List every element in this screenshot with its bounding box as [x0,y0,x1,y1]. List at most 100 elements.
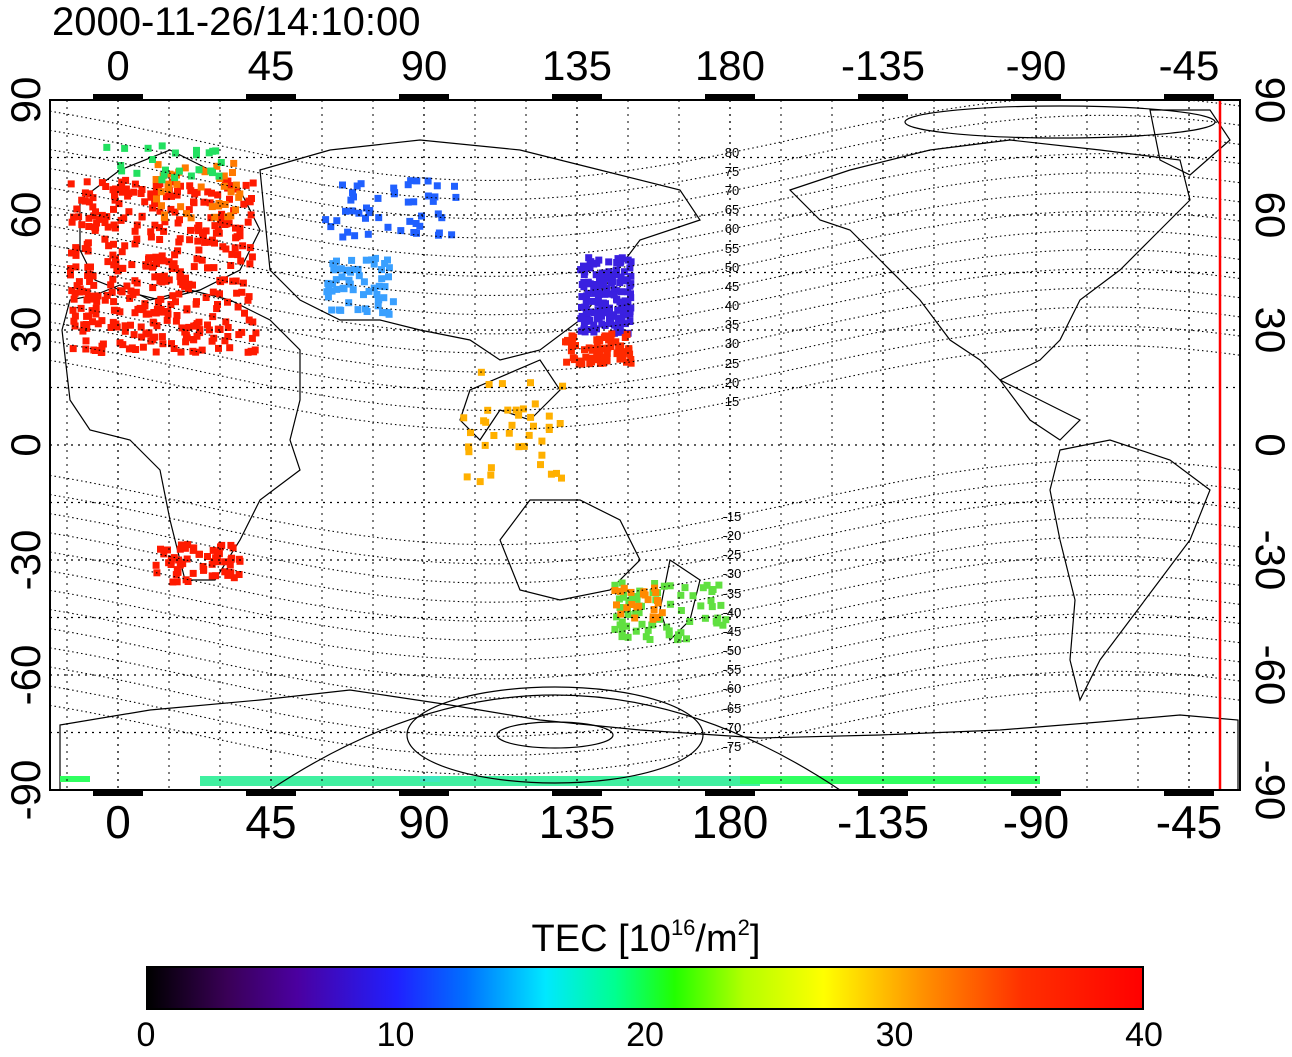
lat-left-label: 90 [2,76,49,124]
tec-data-cell [224,298,231,306]
tec-data-cell [232,185,240,193]
magnetic-pole-ovals [269,105,1216,791]
lat-left-label: 60 [2,191,49,239]
tec-data-cell [90,212,98,220]
tec-data-cell [612,267,620,275]
tec-data-cell [610,286,618,294]
bottom-tick-label: 180 [691,796,769,848]
tec-data-cell [708,588,716,595]
frame-tick-bar [93,94,143,100]
tec-data-cell [558,474,565,482]
tec-data-cell [133,279,141,287]
tec-data-cell [109,251,117,259]
tec-data-cell [174,219,182,227]
tec-data-cell [170,260,178,268]
tec-data-cell [168,340,175,348]
tec-data-cell [665,631,673,639]
tec-data-cell [345,299,353,307]
tec-data-cell [490,432,498,439]
tec-data-cell [596,337,604,345]
tec-data-cell [127,287,135,295]
tec-data-cell [190,336,198,344]
colorbar-tick-label: 30 [875,1016,914,1054]
tec-data-cell [164,546,171,554]
tec-data-cell [362,256,370,264]
tec-data-cell [126,294,134,302]
tec-data-cell [247,211,255,219]
tec-data-cell [226,344,234,352]
tec-data-cell [385,273,392,281]
tec-data-cell [238,328,246,336]
tec-data-cell [632,609,640,617]
mlat-label: 45 [724,278,740,294]
magnetic-latitude-contour [49,593,1241,680]
tec-data-cell [182,338,190,346]
tec-data-cell [431,193,439,201]
tec-data-cell [628,601,636,608]
mlat-label: 65 [724,202,740,218]
colorbar-tick-label: 40 [1125,1016,1163,1054]
tec-data-cell [70,295,78,303]
tec-data-cell [161,218,169,226]
tec-data-cell [330,266,338,274]
tec-data-cell [172,298,179,306]
tec-data-cell [125,208,133,216]
tec-data-cell [616,621,624,629]
tec-data-cell [586,308,594,316]
tec-data-cell [547,470,555,478]
tec-data-cell [208,189,215,197]
tec-data-cell [76,288,84,296]
frame-tick-bar [1011,790,1061,796]
colorbar-title-unit-exponent: 2 [737,915,750,940]
magnetic-latitude-contour [49,153,1241,239]
tec-data-cell [71,312,79,320]
tec-data-cell [618,254,626,262]
tec-data-cell [75,213,83,221]
lat-right-label: 60 [1247,191,1292,239]
tec-data-cell [221,201,229,208]
tec-data-cell [210,264,218,272]
tec-data-cell [601,302,608,309]
tec-data-cell [627,588,635,596]
tec-data-cell [651,580,659,587]
tec-data-cell [623,604,631,612]
tec-data-cell [603,357,611,365]
tec-colorbar [146,966,1144,1010]
mlat-label: -35 [722,585,742,601]
tec-data-cell [101,219,109,226]
tec-data-cell [198,346,206,354]
magnetic-latitude-contour [49,210,1241,297]
tec-data-cell [350,193,357,201]
tec-data-cell [600,281,608,288]
top-tick-label: -135 [840,42,926,89]
tec-data-cell [204,264,212,272]
tec-data-cell [433,182,441,190]
tec-data-cell [578,360,586,368]
tec-data-cell [606,304,613,312]
tec-data-cell [360,291,367,299]
tec-data-cell [627,304,635,312]
tec-data-cell [581,346,588,354]
tec-data-cell [374,295,382,303]
frame-tick-bar [1164,94,1214,100]
tec-data-cell [130,188,138,196]
tec-data-cell [181,544,189,552]
tec-data-cell [131,240,139,248]
tec-data-cell [118,188,126,196]
tec-data-cell [599,359,607,367]
tec-data-cell [640,588,648,596]
tec-data-cell [227,262,235,269]
tec-data-cell [122,176,130,184]
tec-data-cell [519,405,527,413]
tec-data-cell [373,291,381,298]
tec-data-cell [165,185,172,193]
tec-data-cell [156,180,164,188]
tec-data-cell [222,318,230,326]
tec-data-cell [115,200,123,208]
map-frame [49,99,1241,791]
tec-data-cell [620,268,628,276]
tec-data-cell [370,260,378,268]
tec-data-cell [244,296,252,304]
tec-data-cell [160,171,168,179]
tec-data-cell [175,238,183,246]
